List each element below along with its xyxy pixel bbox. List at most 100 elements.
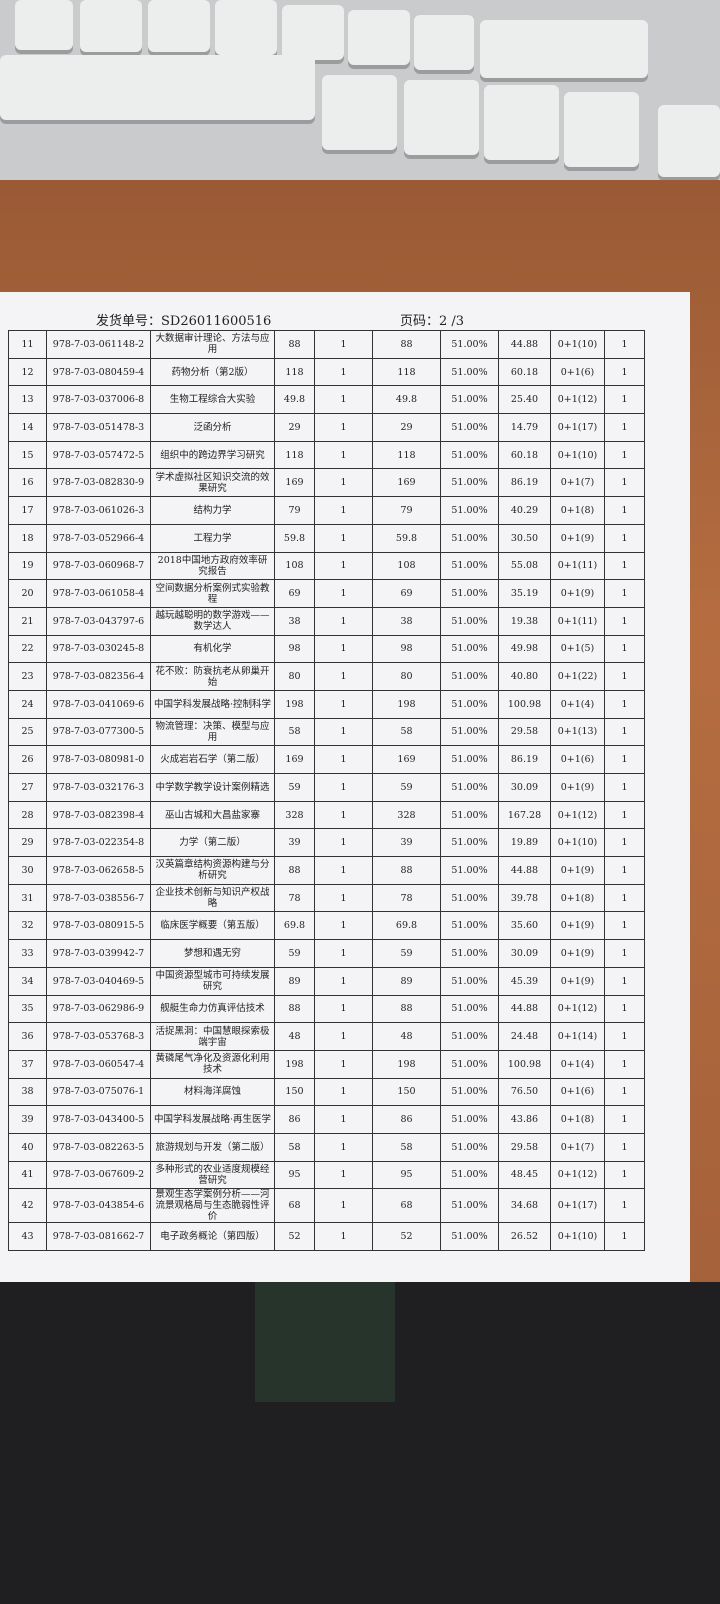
isbn: 978-7-03-081662-7 xyxy=(46,1222,151,1251)
book-title: 中国学科发展战略·再生医学 xyxy=(150,1105,275,1134)
package: 0+1(17) xyxy=(550,1188,605,1224)
settle-price: 48.45 xyxy=(498,1160,551,1190)
table-row: 26 978-7-03-080981-0 火成岩岩石学（第二版） 169 1 169 51.… xyxy=(8,745,645,774)
settle-price: 26.52 xyxy=(498,1222,551,1251)
book-title: 舰艇生命力仿真评估技术 xyxy=(150,994,275,1024)
settle-price: 35.60 xyxy=(498,911,551,941)
book-title: 组织中的跨边界学习研究 xyxy=(150,440,275,470)
key xyxy=(480,20,648,78)
settle-price: 86.19 xyxy=(498,745,551,774)
isbn: 978-7-03-082356-4 xyxy=(46,662,151,691)
quantity: 1 xyxy=(314,496,373,525)
discount: 51.00% xyxy=(440,856,499,885)
count: 1 xyxy=(604,440,645,470)
table-row: 30 978-7-03-062658-5 汉英篇章结构资源构建与分析研究 88 1 88 5… xyxy=(8,856,645,885)
price: 88 xyxy=(274,994,315,1024)
row-number: 36 xyxy=(8,1022,47,1051)
row-number: 12 xyxy=(8,357,47,387)
discount: 51.00% xyxy=(440,440,499,470)
table-row: 35 978-7-03-062986-9 舰艇生命力仿真评估技术 88 1 88 51.00… xyxy=(8,994,645,1024)
quantity: 1 xyxy=(314,579,373,608)
amount: 95 xyxy=(372,1160,441,1190)
settle-price: 45.39 xyxy=(498,966,551,996)
isbn: 978-7-03-082398-4 xyxy=(46,800,151,830)
amount: 68 xyxy=(372,1188,441,1224)
amount: 59 xyxy=(372,773,441,802)
amount: 59.8 xyxy=(372,523,441,553)
row-number: 29 xyxy=(8,828,47,858)
price: 59 xyxy=(274,939,315,968)
amount: 198 xyxy=(372,1049,441,1079)
row-number: 37 xyxy=(8,1049,47,1079)
key xyxy=(564,92,639,167)
settle-price: 76.50 xyxy=(498,1077,551,1107)
count: 1 xyxy=(604,634,645,664)
table-row: 21 978-7-03-043797-6 越玩越聪明的数学游戏——数学达人 38 1 38… xyxy=(8,606,645,636)
row-number: 27 xyxy=(8,773,47,802)
table-row: 12 978-7-03-080459-4 药物分析（第2版） 118 1 118 51.00… xyxy=(8,357,645,387)
count: 1 xyxy=(604,717,645,747)
table-row: 43 978-7-03-081662-7 电子政务概论（第四版） 52 1 52 51.00… xyxy=(8,1222,645,1251)
quantity: 1 xyxy=(314,773,373,802)
price: 39 xyxy=(274,828,315,858)
background xyxy=(255,1282,395,1402)
isbn: 978-7-03-077300-5 xyxy=(46,717,151,747)
count: 1 xyxy=(604,911,645,941)
isbn: 978-7-03-067609-2 xyxy=(46,1160,151,1190)
book-title: 泛函分析 xyxy=(150,413,275,442)
package: 0+1(11) xyxy=(550,606,605,636)
count: 1 xyxy=(604,357,645,387)
quantity: 1 xyxy=(314,883,373,913)
price: 88 xyxy=(274,330,315,359)
table-row: 16 978-7-03-082830-9 学术虚拟社区知识交流的效果研究 169 1 16… xyxy=(8,468,645,498)
quantity: 1 xyxy=(314,911,373,941)
package: 0+1(6) xyxy=(550,357,605,387)
price: 49.8 xyxy=(274,385,315,415)
row-number: 18 xyxy=(8,523,47,553)
book-title: 越玩越聪明的数学游戏——数学达人 xyxy=(150,606,275,636)
isbn: 978-7-03-052966-4 xyxy=(46,523,151,553)
isbn: 978-7-03-041069-6 xyxy=(46,689,151,719)
table-row: 18 978-7-03-052966-4 工程力学 59.8 1 59.8 51.00% 30… xyxy=(8,523,645,553)
package: 0+1(8) xyxy=(550,883,605,913)
amount: 88 xyxy=(372,330,441,359)
quantity: 1 xyxy=(314,468,373,498)
count: 1 xyxy=(604,1105,645,1134)
isbn: 978-7-03-080915-5 xyxy=(46,911,151,941)
discount: 51.00% xyxy=(440,1022,499,1051)
quantity: 1 xyxy=(314,966,373,996)
book-title: 黄磷尾气净化及资源化利用技术 xyxy=(150,1049,275,1079)
package: 0+1(5) xyxy=(550,634,605,664)
count: 1 xyxy=(604,1132,645,1162)
discount: 51.00% xyxy=(440,413,499,442)
isbn: 978-7-03-061058-4 xyxy=(46,579,151,608)
isbn: 978-7-03-075076-1 xyxy=(46,1077,151,1107)
count: 1 xyxy=(604,579,645,608)
discount: 51.00% xyxy=(440,496,499,525)
package: 0+1(10) xyxy=(550,440,605,470)
count: 1 xyxy=(604,966,645,996)
package: 0+1(9) xyxy=(550,911,605,941)
discount: 51.00% xyxy=(440,689,499,719)
price: 69 xyxy=(274,579,315,608)
table-row: 39 978-7-03-043400-5 中国学科发展战略·再生医学 86 1 86 51.… xyxy=(8,1105,645,1134)
price: 150 xyxy=(274,1077,315,1107)
isbn: 978-7-03-032176-3 xyxy=(46,773,151,802)
price: 118 xyxy=(274,357,315,387)
isbn: 978-7-03-062986-9 xyxy=(46,994,151,1024)
book-title: 中学数学教学设计案例精选 xyxy=(150,773,275,802)
key xyxy=(148,0,210,52)
quantity: 1 xyxy=(314,1188,373,1224)
discount: 51.00% xyxy=(440,1222,499,1251)
table-row: 11 978-7-03-061148-2 大数据审计理论、方法与应用 88 1 88 51.… xyxy=(8,330,645,359)
row-number: 20 xyxy=(8,579,47,608)
discount: 51.00% xyxy=(440,385,499,415)
table-row: 14 978-7-03-051478-3 泛函分析 29 1 29 51.00% 14.79 0… xyxy=(8,413,645,442)
settle-price: 29.58 xyxy=(498,1132,551,1162)
discount: 51.00% xyxy=(440,717,499,747)
settle-price: 44.88 xyxy=(498,856,551,885)
settle-price: 40.29 xyxy=(498,496,551,525)
price: 48 xyxy=(274,1022,315,1051)
book-title: 多种形式的农业适度规模经营研究 xyxy=(150,1160,275,1190)
key xyxy=(484,85,559,160)
